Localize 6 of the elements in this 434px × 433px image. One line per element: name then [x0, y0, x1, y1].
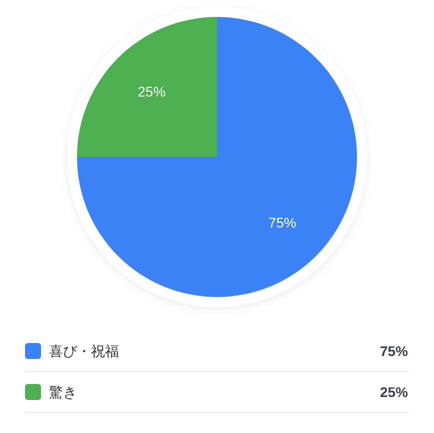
legend-value: 75%	[380, 343, 408, 359]
data-label: 25%	[138, 84, 166, 100]
legend-label: 喜び・祝福	[49, 343, 119, 359]
legend-value: 25%	[380, 384, 408, 400]
legend-label: 驚き	[49, 384, 77, 400]
data-label: 75%	[268, 214, 296, 230]
